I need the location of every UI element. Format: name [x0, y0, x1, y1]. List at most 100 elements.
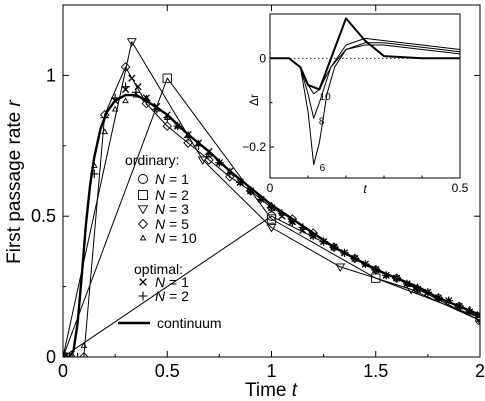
series-5-point [132, 91, 140, 98]
inset-curve-label: 10 [320, 92, 332, 103]
series-3-point [335, 263, 346, 272]
series-7-point [215, 158, 224, 167]
legend-marker-diamond [137, 218, 149, 230]
legend-label: N = 1 [155, 171, 189, 187]
series-7-point [152, 104, 162, 114]
series-7-point [121, 82, 130, 91]
y-tick-label: 0 [46, 347, 56, 367]
legend-var: N [155, 230, 166, 246]
series-7-point [194, 141, 203, 150]
series-7-point [173, 121, 182, 131]
legend-marker-circle [138, 174, 148, 184]
inset-y-axis-label: Δr [247, 94, 261, 106]
legend-var: N [155, 288, 166, 304]
legend-label: N = 1 [155, 274, 189, 290]
series-4-point [475, 312, 480, 323]
series-4-point [204, 155, 214, 165]
series-4-point [79, 352, 89, 357]
series-7-point [381, 271, 391, 280]
x-tick-label: 0.5 [155, 361, 180, 381]
series-3-line [63, 41, 480, 357]
legend-label: N = 5 [155, 216, 189, 232]
series-group [63, 38, 480, 357]
legend-label: N = 10 [155, 230, 197, 246]
legend-marker-triangle-up [139, 234, 147, 241]
series-7-point [142, 96, 151, 105]
legend-var: N [155, 274, 166, 290]
series-4-point [120, 62, 131, 72]
inset-curve-label: 6 [320, 163, 326, 174]
x-axis-label: Time t [245, 380, 298, 401]
legend-var: N [155, 201, 166, 217]
series-7-point [288, 217, 297, 227]
series-7-point [319, 237, 328, 246]
series-7-point [183, 133, 193, 142]
x-tick-label: 2 [475, 361, 485, 381]
series-7-point [236, 178, 245, 187]
series-7-point [434, 293, 443, 303]
series-7-point [454, 302, 464, 311]
x-axis-label-text: Time [245, 380, 287, 401]
series-7-point [163, 113, 172, 122]
legend-text: = 2 [165, 187, 189, 203]
series-7-point [267, 203, 276, 212]
series-7-point [465, 307, 474, 317]
legend-text: = 1 [165, 171, 189, 187]
series-7-point [246, 186, 255, 196]
series-7-point [361, 259, 370, 269]
legend-title-optimal: optimal: [134, 261, 183, 277]
series-5-point [80, 342, 88, 349]
legend-text: = 10 [165, 230, 197, 246]
legend-label: N = 2 [155, 288, 189, 304]
series-7-point [204, 150, 214, 159]
legend-label: continuum [157, 315, 222, 331]
series-6-point [128, 74, 136, 82]
legend-marker-square [138, 190, 148, 200]
legend: ordinary:optimal:N = 1N = 2N = 3N = 5N =… [118, 152, 222, 331]
series-7-point [475, 310, 480, 319]
inset-series-3-line [270, 17, 460, 91]
series-7-point [423, 288, 433, 297]
series-4-point [141, 98, 152, 109]
series-7-point [73, 352, 82, 357]
series-7-point [350, 254, 360, 263]
y-axis-label: First passage rate r [4, 99, 25, 263]
x-tick-label: 0 [58, 361, 68, 381]
inset-x-axis-label: t [363, 182, 367, 196]
legend-marker-x [139, 278, 147, 286]
legend-title-ordinary: ordinary: [125, 152, 179, 168]
series-7-point [225, 169, 234, 179]
legend-text: = 1 [165, 274, 189, 290]
series-7-point [256, 195, 266, 204]
x-tick-label: 1.5 [363, 361, 388, 381]
series-7-point [298, 223, 307, 232]
series-3-point [126, 38, 137, 47]
series-2-point [162, 73, 172, 83]
series-7-point [340, 248, 349, 258]
series-5-point [101, 128, 109, 135]
y-tick-label: 0.5 [31, 206, 56, 226]
series-3-point [266, 224, 277, 233]
series-7-point [371, 265, 380, 274]
series-5-point [90, 162, 98, 168]
inset-series-group [270, 17, 460, 166]
y-axis-label-text: First passage rate [4, 112, 25, 264]
legend-label: N = 2 [155, 187, 189, 203]
series-4-point [63, 352, 68, 357]
series-7-point [110, 93, 120, 103]
y-axis-label-var: r [4, 99, 25, 106]
series-7-point [65, 352, 74, 357]
series-2-point [266, 214, 277, 224]
series-7-point [309, 231, 318, 241]
inset-plot: 0 0.5 0 −0.2 t Δr 10 8 6 [242, 13, 469, 196]
legend-var: N [155, 187, 166, 203]
series-7-point [402, 279, 412, 288]
inset-x-tick-label: 0 [267, 181, 274, 195]
series-7-point [90, 169, 99, 179]
legend-marker-triangle-down [137, 205, 149, 215]
inset-y-tick-label: −0.2 [242, 140, 266, 154]
series-4-point [183, 138, 193, 148]
inset-x-tick-label: 0.5 [452, 181, 469, 195]
series-7-point [131, 88, 141, 97]
